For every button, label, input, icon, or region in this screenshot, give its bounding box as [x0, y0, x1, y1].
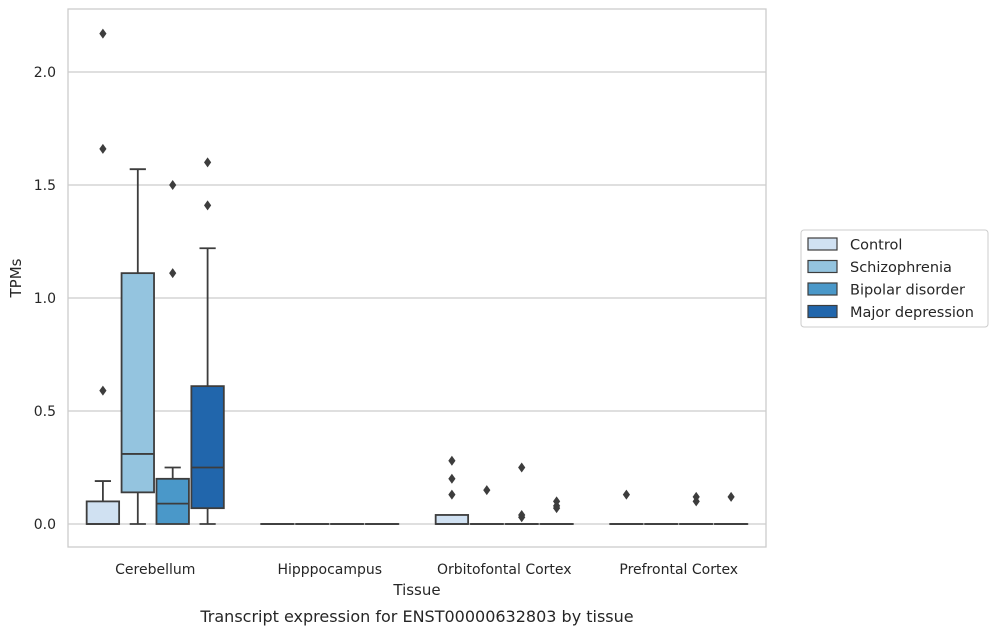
- y-tick-label: 0.0: [34, 517, 56, 533]
- legend-swatch: [807, 304, 838, 319]
- box-body: [85, 500, 121, 525]
- x-tick-label: Hipppocampus: [277, 562, 382, 578]
- y-tick-labels: 0.0 0.5 1.0 1.5 2.0: [34, 65, 56, 533]
- y-tick-label: 1.5: [34, 178, 56, 194]
- outlier-point: [169, 268, 177, 279]
- box-control: [609, 489, 644, 525]
- y-axis-label: TPMs: [7, 258, 25, 298]
- box-schizophrenia: [469, 485, 504, 525]
- box-major-depression: [539, 496, 574, 525]
- outlier-point: [553, 496, 561, 507]
- box-major-depression: [190, 157, 225, 525]
- y-tick-label: 2.0: [34, 65, 56, 81]
- outlier-point: [169, 180, 177, 190]
- chart-caption: Transcript expression for ENST0000063280…: [199, 607, 633, 626]
- box-schizophrenia: [120, 168, 155, 525]
- outlier-point: [622, 489, 630, 500]
- legend: Control Schizophrenia Bipolar disorder Majo…: [800, 229, 989, 328]
- legend-label: Schizophrenia: [850, 260, 952, 276]
- outlier-point: [692, 491, 700, 502]
- box-body: [190, 385, 225, 510]
- x-tick-label: Prefrontal Cortex: [619, 562, 738, 578]
- outlier-point: [448, 473, 456, 484]
- outlier-point: [448, 489, 456, 500]
- boxes-layer: [85, 28, 749, 525]
- box-body: [120, 272, 155, 494]
- legend-swatch: [807, 259, 838, 274]
- box-control: [85, 28, 121, 525]
- legend-frame: [800, 229, 989, 328]
- box-body: [434, 514, 470, 525]
- outlier-point: [483, 485, 491, 496]
- legend-label: Major depression: [850, 305, 974, 321]
- x-axis-label: Tissue: [392, 581, 440, 599]
- outlier-point: [518, 462, 526, 473]
- outlier-point: [204, 157, 212, 168]
- x-tick-label: Cerebellum: [115, 562, 195, 578]
- box-major-depression: [713, 491, 749, 525]
- y-tick-label: 1.0: [34, 291, 56, 307]
- legend-swatch: [807, 282, 838, 296]
- box-control: [434, 455, 470, 525]
- outlier-point: [448, 455, 456, 466]
- outlier-point: [99, 385, 107, 396]
- box-bipolar-disorder: [679, 491, 714, 525]
- box-bipolar-disorder: [504, 462, 539, 525]
- outlier-point: [727, 491, 735, 502]
- plot-background: [68, 9, 766, 547]
- y-tick-label: 0.5: [34, 404, 56, 420]
- legend-label: Bipolar disorder: [850, 283, 965, 299]
- outlier-point: [99, 28, 107, 39]
- x-tick-label: Orbitofontal Cortex: [437, 562, 572, 578]
- box-body: [155, 477, 190, 525]
- legend-label: Control: [850, 238, 902, 254]
- outlier-point: [99, 143, 107, 154]
- outlier-point: [204, 200, 212, 211]
- legend-swatch: [807, 237, 838, 251]
- box-bipolar-disorder: [155, 180, 190, 525]
- plot-frame: [67, 8, 767, 548]
- x-tick-labels: Cerebellum Hipppocampus Orbitofontal Corte…: [115, 562, 738, 578]
- outlier-point: [518, 509, 526, 520]
